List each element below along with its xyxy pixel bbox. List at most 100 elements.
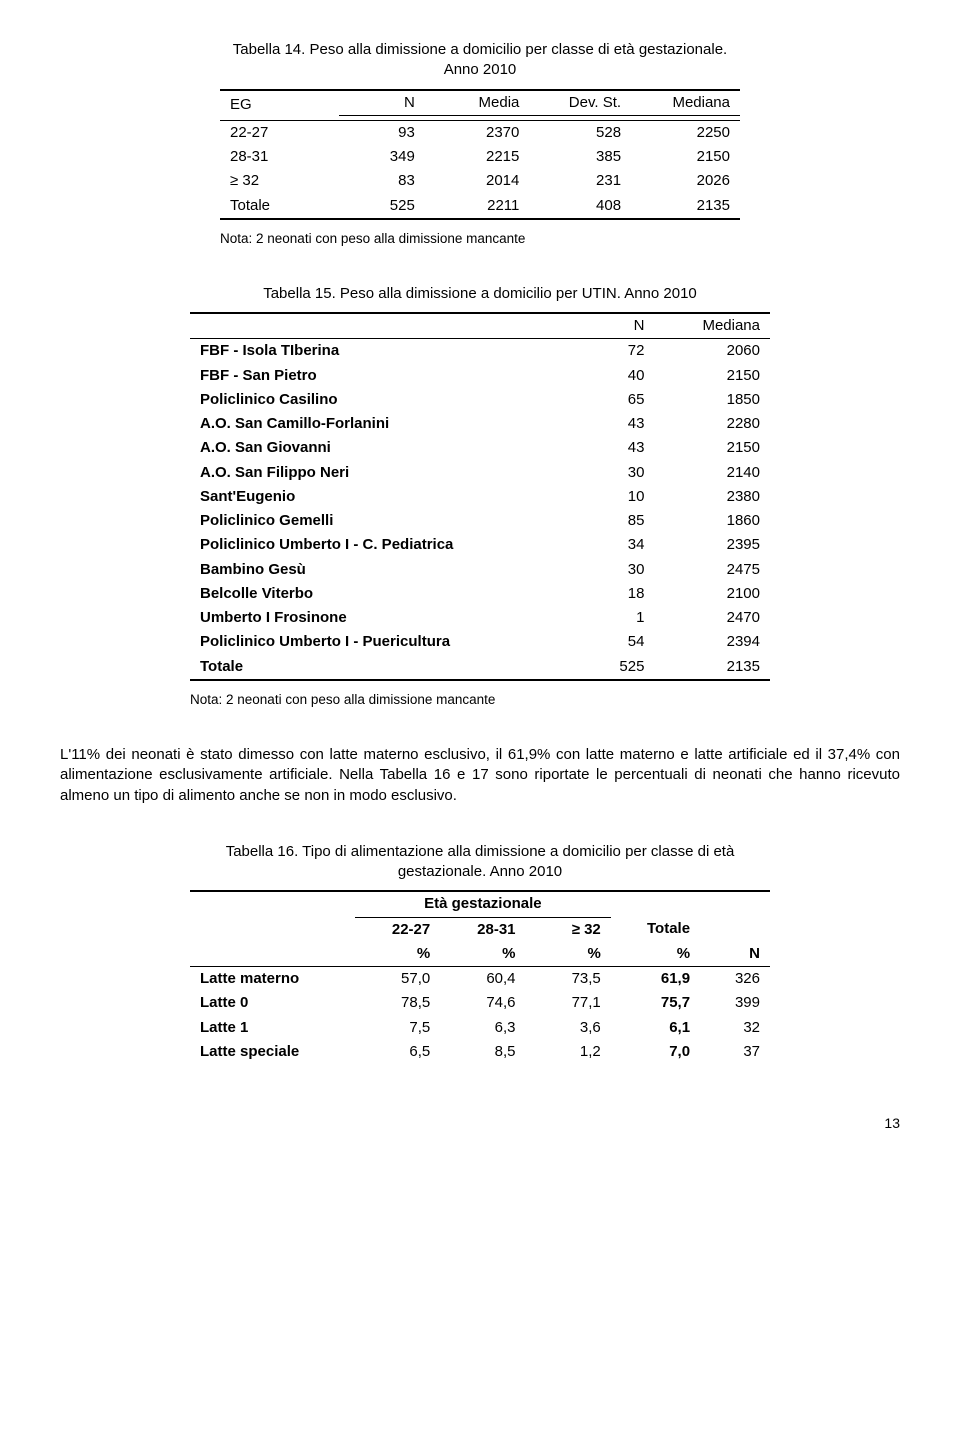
table-cell: 385	[529, 145, 631, 169]
table-cell: 2150	[654, 364, 770, 388]
table-cell: 2150	[631, 145, 740, 169]
table-cell: 1860	[654, 509, 770, 533]
table-cell: 2150	[654, 436, 770, 460]
table16-block: Tabella 16. Tipo di alimentazione alla d…	[190, 842, 770, 1064]
table-cell: 30	[560, 461, 654, 485]
table-cell: 43	[560, 412, 654, 436]
table-cell: 43	[560, 436, 654, 460]
table-cell: 2026	[631, 169, 740, 193]
table-cell: 30	[560, 558, 654, 582]
table16-col-totale: Totale	[647, 920, 690, 937]
table-cell: 8,5	[440, 1040, 525, 1064]
table-cell: Sant'Eugenio	[200, 488, 295, 505]
table-cell: 93	[339, 120, 425, 145]
table-cell: Policlinico Umberto I - C. Pediatrica	[200, 536, 453, 553]
table15-title: Tabella 15. Peso alla dimissione a domic…	[190, 284, 770, 304]
table-cell: 18	[560, 582, 654, 606]
table14-header-dev: Dev. St.	[529, 90, 631, 116]
table-cell: Totale	[200, 658, 243, 675]
table-cell: 61,9	[661, 970, 690, 987]
table-cell: 75,7	[661, 994, 690, 1011]
table-cell: 6,3	[440, 1016, 525, 1040]
table-cell: 60,4	[440, 967, 525, 992]
table-cell: Policlinico Umberto I - Puericultura	[200, 633, 450, 650]
table-cell: 2140	[654, 461, 770, 485]
table-cell: 2475	[654, 558, 770, 582]
table14: EG N Media Dev. St. Mediana 22-27 93 237…	[220, 89, 740, 220]
page-number: 13	[60, 1114, 900, 1133]
table-cell: 85	[560, 509, 654, 533]
table16-group-header: Età gestazionale	[424, 895, 542, 912]
table-cell: 1	[560, 606, 654, 630]
body-paragraph: L'11% dei neonati è stato dimesso con la…	[60, 745, 900, 806]
table16-title: Tabella 16. Tipo di alimentazione alla d…	[200, 842, 760, 883]
table-cell: Totale	[220, 194, 339, 219]
table-cell: 10	[560, 485, 654, 509]
table-cell: 525	[339, 194, 425, 219]
table-cell: A.O. San Filippo Neri	[200, 464, 349, 481]
table16-sub-pct: %	[677, 945, 690, 962]
table-cell: 7,0	[669, 1043, 690, 1060]
table-cell: 2135	[631, 194, 740, 219]
table-cell: 326	[700, 967, 770, 992]
table16-sub-pct: %	[417, 945, 430, 962]
table-cell: 2250	[631, 120, 740, 145]
table15-block: Tabella 15. Peso alla dimissione a domic…	[190, 284, 770, 709]
table15-note: Nota: 2 neonati con peso alla dimissione…	[190, 691, 770, 709]
table-cell: FBF - San Pietro	[200, 367, 317, 384]
table16-stub	[190, 891, 355, 966]
table16-sub-n: N	[749, 945, 760, 962]
table-cell: ≥ 32	[220, 169, 339, 193]
table16-sub-pct: %	[502, 945, 515, 962]
table-cell: 37	[700, 1040, 770, 1064]
table14-note: Nota: 2 neonati con peso alla dimissione…	[220, 230, 740, 248]
table-cell: 349	[339, 145, 425, 169]
table-cell: 57,0	[355, 967, 440, 992]
table-cell: Latte speciale	[200, 1043, 299, 1060]
table-cell: 2394	[654, 630, 770, 654]
table-cell: 2470	[654, 606, 770, 630]
table-cell: 6,5	[355, 1040, 440, 1064]
table-cell: 2215	[425, 145, 530, 169]
table-cell: 1,2	[526, 1040, 611, 1064]
table-cell: 525	[560, 655, 654, 680]
table15-header-n: N	[560, 313, 654, 339]
table-cell: 72	[560, 339, 654, 364]
table16-col-22-27: 22-27	[392, 921, 430, 938]
table-cell: A.O. San Giovanni	[200, 439, 331, 456]
table-cell: Policlinico Gemelli	[200, 512, 333, 529]
table-cell: Bambino Gesù	[200, 561, 306, 578]
table-cell: 54	[560, 630, 654, 654]
table-cell: 7,5	[355, 1016, 440, 1040]
table-cell: Latte 1	[200, 1019, 248, 1036]
table-cell: 74,6	[440, 991, 525, 1015]
table15-header-mediana: Mediana	[654, 313, 770, 339]
table-cell: Latte materno	[200, 970, 299, 987]
table14-header-n: N	[339, 90, 425, 116]
table16: Età gestazionale 22-27 28-31 ≥ 32 Totale…	[190, 890, 770, 1064]
table-cell: 40	[560, 364, 654, 388]
table16-sub-pct: %	[587, 945, 600, 962]
table-cell: 32	[700, 1016, 770, 1040]
table-cell: Latte 0	[200, 994, 248, 1011]
table-cell: 2014	[425, 169, 530, 193]
table16-col-28-31: 28-31	[477, 921, 515, 938]
table-cell: 22-27	[220, 120, 339, 145]
table-cell: 2060	[654, 339, 770, 364]
table-cell: A.O. San Camillo-Forlanini	[200, 415, 389, 432]
table-cell: 2135	[654, 655, 770, 680]
table-cell: 65	[560, 388, 654, 412]
table-cell: 83	[339, 169, 425, 193]
table-cell: Umberto I Frosinone	[200, 609, 347, 626]
table16-col-32: ≥ 32	[572, 921, 601, 938]
table-cell: 399	[700, 991, 770, 1015]
table-cell: 231	[529, 169, 631, 193]
table-cell: 3,6	[526, 1016, 611, 1040]
table-cell: 528	[529, 120, 631, 145]
table14-header-eg: EG	[220, 90, 339, 121]
table14-title: Tabella 14. Peso alla dimissione a domic…	[220, 40, 740, 81]
table-cell: 2395	[654, 533, 770, 557]
table15: N Mediana FBF - Isola TIberina722060 FBF…	[190, 312, 770, 681]
table-cell: 2280	[654, 412, 770, 436]
table-cell: 2380	[654, 485, 770, 509]
